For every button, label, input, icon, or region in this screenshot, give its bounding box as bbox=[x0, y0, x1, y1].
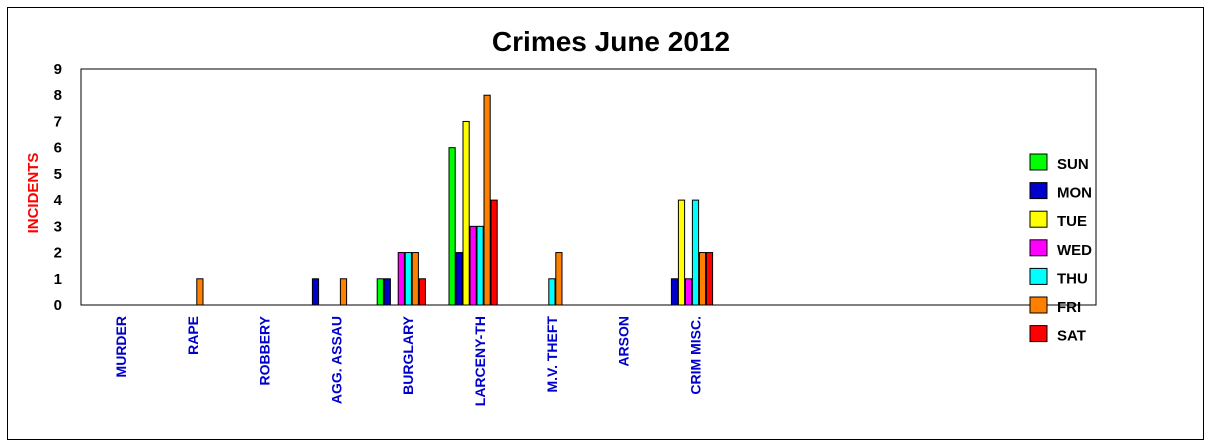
bar-sat-5 bbox=[490, 199, 498, 306]
x-axis-ticks: MURDER RAPE ROBBERY AGG. ASSAU BURGLARY LARCE… bbox=[113, 315, 703, 406]
bar-thu-8 bbox=[691, 199, 700, 306]
bar-fri-3 bbox=[339, 278, 348, 306]
legend-label-sun: SUN bbox=[1057, 156, 1089, 173]
x-tick-label: CRIM MISC. bbox=[687, 316, 703, 395]
legend: SUN MON TUE WED THU FRI SAT bbox=[1029, 153, 1092, 345]
bar-fri-4 bbox=[411, 252, 419, 306]
legend-swatch-mon bbox=[1029, 182, 1048, 200]
legend-label-sat: SAT bbox=[1057, 328, 1086, 345]
legend-label-mon: MON bbox=[1057, 185, 1092, 202]
bar-wed-4 bbox=[397, 252, 405, 306]
legend-swatch-tue bbox=[1029, 210, 1048, 228]
y-tick-label: 4 bbox=[54, 192, 63, 209]
legend-swatch-sun bbox=[1029, 153, 1048, 171]
legend-label-tue: TUE bbox=[1057, 213, 1087, 230]
bar-fri-5 bbox=[483, 94, 491, 306]
x-tick-label: AGG. ASSAU bbox=[328, 316, 344, 404]
y-axis-label: INCIDENTS bbox=[25, 153, 42, 234]
chart-title: Crimes June 2012 bbox=[492, 26, 730, 57]
bar-mon-4 bbox=[383, 278, 391, 306]
y-tick-label: 6 bbox=[54, 140, 62, 157]
x-tick-label: MURDER bbox=[113, 316, 129, 377]
bar-fri-1 bbox=[196, 278, 204, 306]
y-tick-label: 9 bbox=[54, 61, 62, 78]
x-tick-label: ROBBERY bbox=[257, 315, 273, 385]
x-tick-label: LARCENY-TH bbox=[472, 316, 488, 406]
legend-swatch-wed bbox=[1029, 239, 1048, 257]
bar-thu-5 bbox=[476, 225, 484, 306]
legend-swatch-sat bbox=[1029, 325, 1048, 343]
bar-sun-4 bbox=[376, 278, 384, 306]
y-tick-label: 3 bbox=[54, 218, 62, 235]
bar-sat-4 bbox=[418, 278, 426, 306]
bar-fri-8 bbox=[698, 252, 707, 306]
bar-tue-8 bbox=[677, 199, 686, 306]
y-tick-label: 7 bbox=[54, 113, 62, 130]
bar-mon-8 bbox=[670, 278, 679, 306]
y-axis-ticks: 0 1 2 3 4 5 6 7 8 9 bbox=[54, 61, 63, 314]
y-tick-label: 2 bbox=[54, 245, 62, 262]
y-tick-label: 8 bbox=[54, 87, 62, 104]
bar-wed-5 bbox=[469, 225, 477, 306]
bar-mon-5 bbox=[455, 252, 463, 306]
legend-swatch-thu bbox=[1029, 267, 1048, 285]
x-tick-label: BURGLARY bbox=[400, 315, 416, 394]
legend-label-fri: FRI bbox=[1057, 299, 1081, 316]
legend-swatch-fri bbox=[1029, 296, 1048, 314]
bar-sat-8 bbox=[705, 252, 714, 306]
x-tick-label: RAPE bbox=[185, 316, 201, 355]
bar-mon-3 bbox=[311, 278, 320, 306]
legend-label-thu: THU bbox=[1057, 270, 1088, 287]
bar-thu-6 bbox=[548, 278, 556, 306]
bar-sun-5 bbox=[448, 147, 456, 306]
bar-tue-5 bbox=[462, 120, 470, 306]
bar-thu-4 bbox=[404, 252, 412, 306]
legend-label-wed: WED bbox=[1057, 242, 1092, 259]
y-tick-label: 0 bbox=[54, 297, 62, 314]
bars bbox=[196, 94, 714, 306]
bar-wed-8 bbox=[684, 278, 693, 306]
x-tick-label: M.V. THEFT bbox=[544, 316, 560, 393]
y-tick-label: 1 bbox=[54, 271, 62, 288]
plot-area bbox=[80, 68, 1097, 306]
y-tick-label: 5 bbox=[54, 166, 62, 183]
x-tick-label: ARSON bbox=[616, 316, 632, 367]
bar-fri-6 bbox=[555, 252, 563, 306]
